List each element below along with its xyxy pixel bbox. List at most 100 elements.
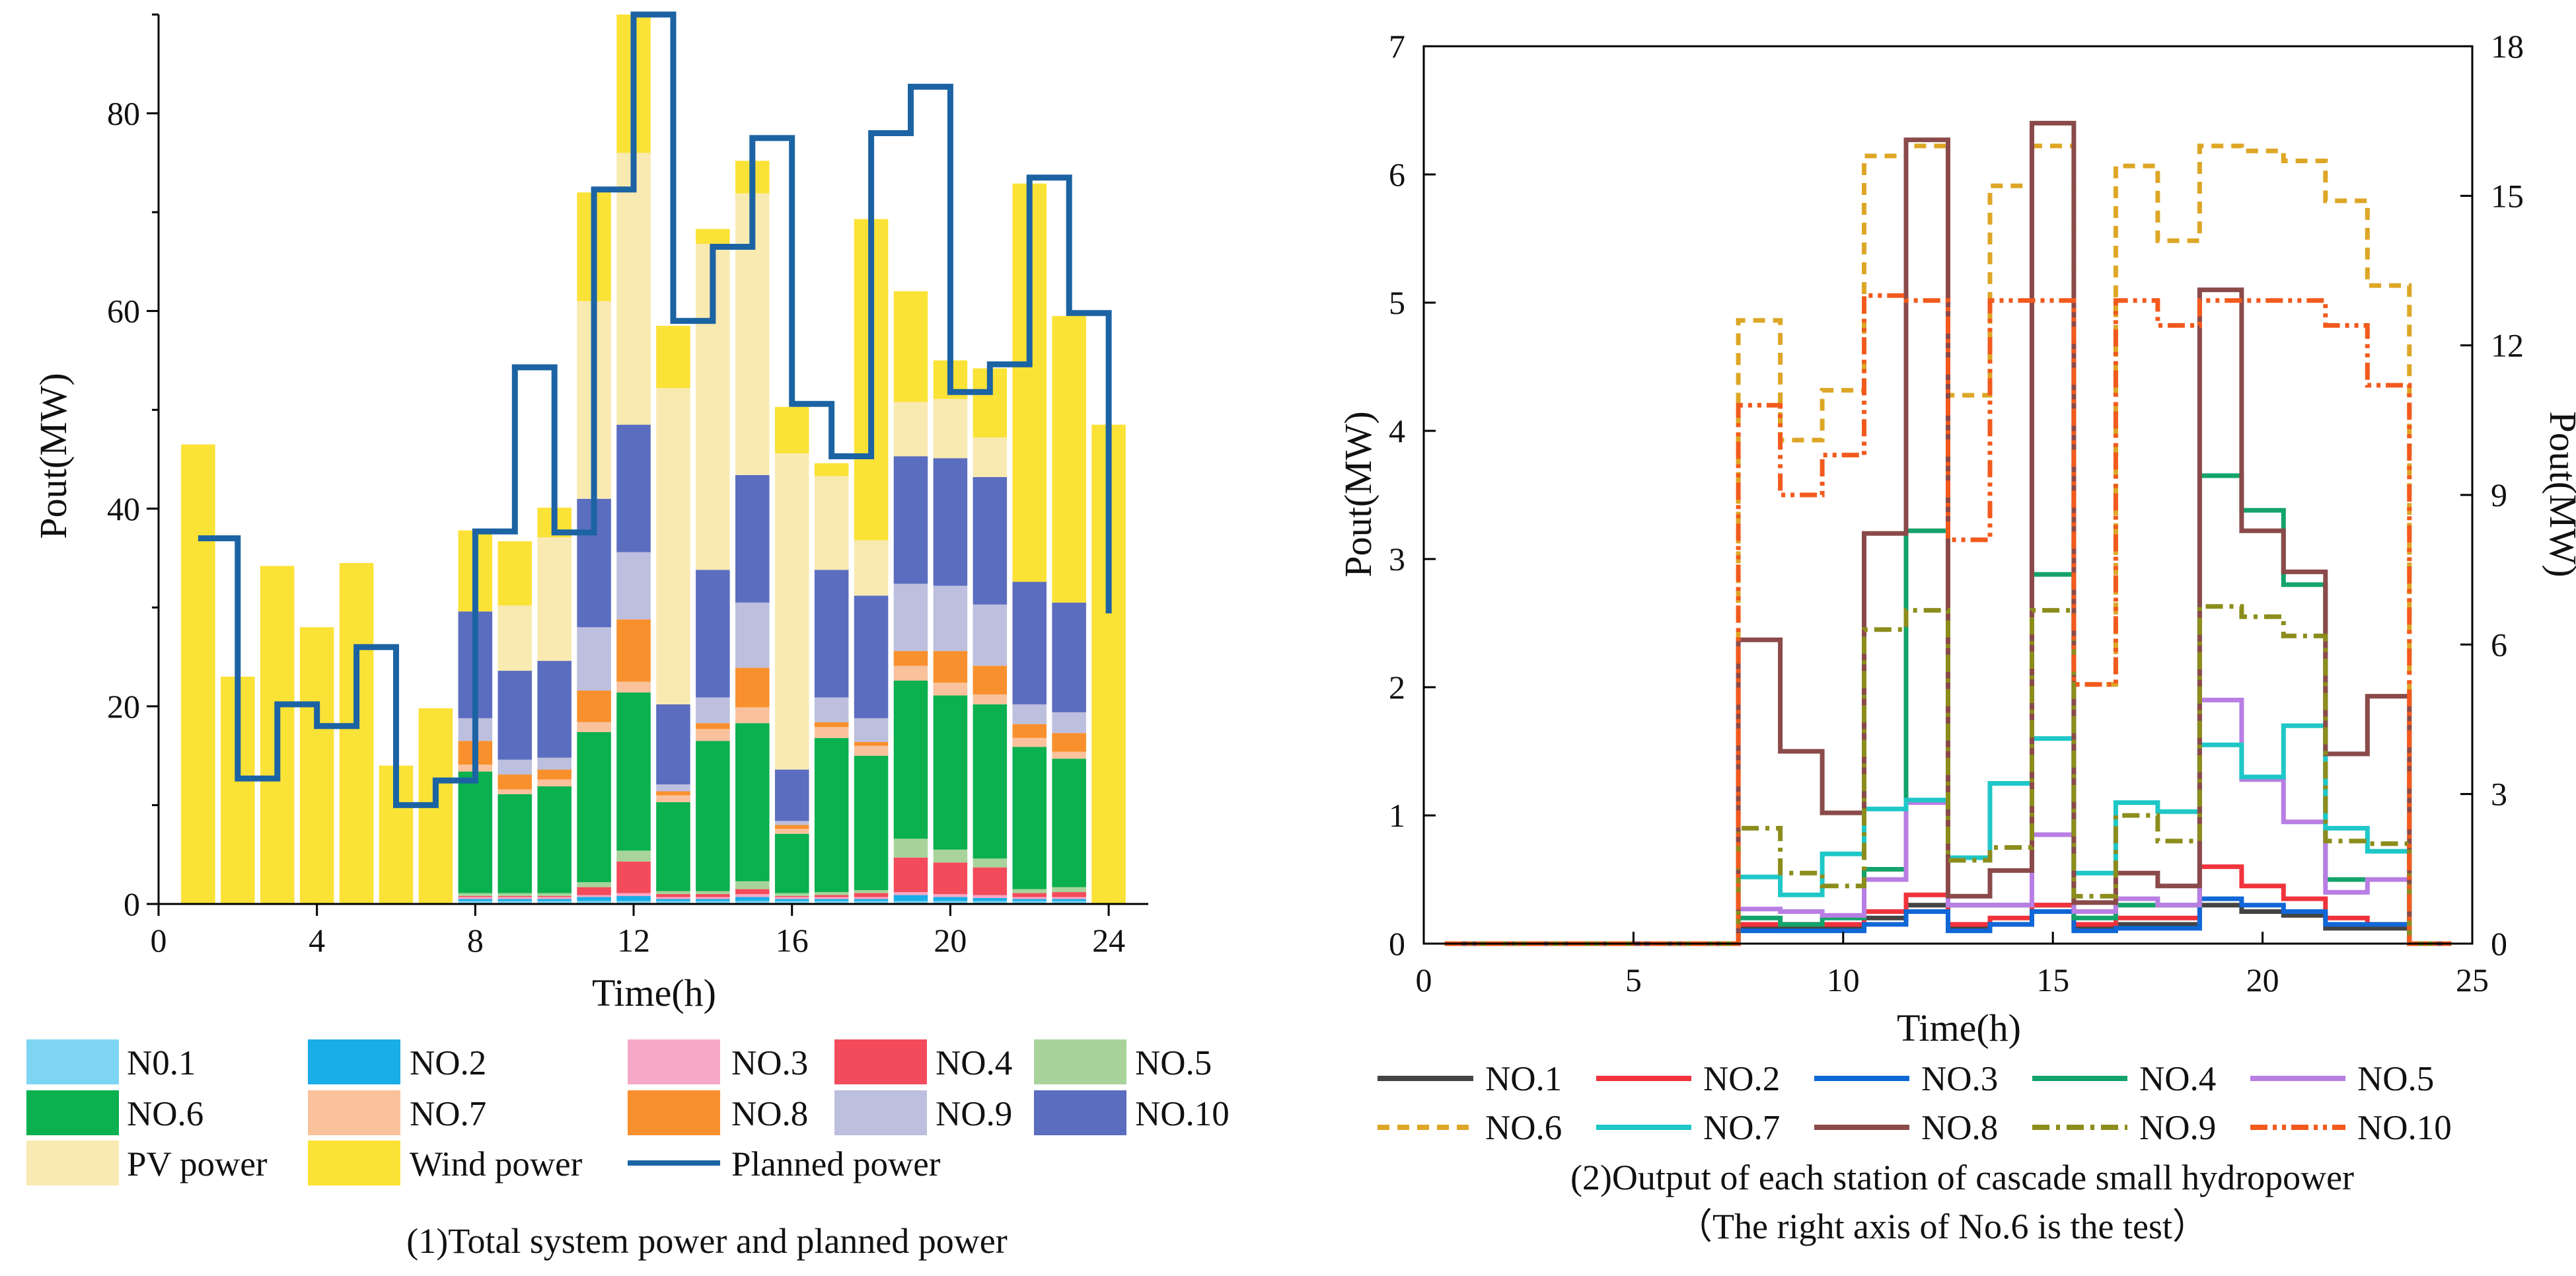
bar-segment-pv-power-t20	[933, 398, 968, 459]
bar-segment-pv-power-t17	[814, 476, 849, 570]
bar-segment-no-10-t20	[933, 458, 968, 586]
bar-segment-no-8-t14	[696, 723, 730, 730]
legend-swatch-wind-power	[308, 1141, 400, 1185]
bar-segment-no-9-t18	[854, 718, 889, 742]
right-x-tick-label: 10	[1827, 961, 1860, 998]
bar-segment-no-5-t15	[735, 881, 770, 889]
bar-segment-no-10-t19	[893, 456, 928, 584]
bar-segment-n0-1-t16	[774, 901, 809, 904]
right-x-tick-label: 0	[1416, 961, 1432, 998]
legend-label-r-no7: NO.7	[1703, 1109, 1780, 1147]
bar-segment-no-5-t17	[814, 892, 849, 895]
bar-segment-no-3-t10	[537, 897, 571, 899]
bar-segment-no-2-t22	[1012, 899, 1047, 901]
left-x-tick-label: 12	[617, 922, 650, 959]
bar-segment-no-7-t19	[893, 665, 928, 681]
bar-segment-no-7-t16	[774, 829, 809, 834]
bar-segment-no-4-t18	[854, 893, 889, 897]
bar-segment-n0-1-t17	[814, 901, 849, 904]
left-x-tick-label: 16	[776, 922, 809, 959]
bar-segment-no-3-t9	[497, 897, 533, 899]
bar-segment-no-5-t13	[656, 891, 690, 895]
legend-label-r-no10: NO.10	[2357, 1109, 2452, 1147]
bar-segment-no-9-t16	[774, 821, 809, 825]
bar-segment-no-7-t18	[854, 745, 889, 756]
bar-segment-n0-1-t14	[696, 901, 730, 904]
bar-segment-wind-power-t5	[339, 563, 374, 904]
bar-segment-no-7-t12	[616, 681, 651, 693]
bar-segment-no-2-t23	[1052, 899, 1086, 901]
bar-segment-no-8-t18	[854, 741, 889, 746]
right-y-tick-label: 1	[1389, 797, 1405, 834]
right-y-tick-label: 6	[1389, 156, 1405, 193]
bar-segment-no-2-t12	[616, 896, 651, 901]
bar-segment-no-4-t17	[814, 895, 849, 897]
left-y-tick-label: 80	[107, 95, 140, 132]
bar-segment-no-4-t22	[1012, 893, 1047, 897]
bar-segment-wind-power-t1	[181, 444, 215, 904]
right-x-tick-label: 5	[1625, 961, 1642, 998]
bar-segment-wind-power-t4	[299, 627, 334, 904]
right-x-tick-label: 20	[2246, 961, 2279, 998]
bar-segment-no-2-t8	[458, 899, 493, 901]
bar-segment-no-7-t14	[696, 729, 730, 741]
bar-segment-no-3-t22	[1012, 897, 1047, 899]
left-legend: N0.1 NO.2 NO.3 NO.4 NO.5 NO.6 NO.7 NO.8 …	[26, 1039, 1230, 1185]
left-x-tick-label: 24	[1092, 922, 1125, 959]
bar-segment-no-2-t14	[696, 899, 730, 901]
bar-segment-no-3-t14	[696, 897, 730, 899]
bar-segment-no-8-t10	[537, 769, 571, 780]
left-planned-line	[198, 11, 1112, 808]
bar-segment-no-5-t16	[774, 893, 809, 897]
bar-segment-no-8-t19	[893, 651, 928, 666]
bar-segment-no-2-t17	[814, 899, 849, 901]
bar-segment-wind-power-t16	[774, 406, 809, 454]
left-caption: (1)Total system power and planned power	[406, 1221, 1007, 1261]
left-x-tick-label: 20	[934, 922, 967, 959]
bar-segment-no-5-t18	[854, 890, 889, 893]
legend-label-no2: NO.2	[410, 1044, 486, 1082]
bar-segment-no-3-t21	[973, 895, 1008, 899]
bar-segment-no-6-t11	[577, 732, 611, 883]
legend-label-r-no3: NO.3	[1921, 1060, 1998, 1098]
bar-segment-no-2-t20	[933, 897, 968, 901]
bar-segment-no-9-t19	[893, 583, 928, 652]
bar-segment-no-7-t22	[1012, 737, 1047, 747]
left-x-axis-label: Time(h)	[592, 971, 716, 1014]
bar-segment-no-7-t17	[814, 727, 849, 738]
bar-segment-no-4-t11	[577, 887, 611, 895]
bar-segment-no-7-t21	[973, 694, 1008, 704]
bar-segment-no-10-t10	[537, 661, 571, 758]
right-y2-tick-label: 3	[2491, 776, 2507, 813]
bar-segment-no-9-t12	[616, 552, 651, 620]
bar-segment-n0-1-t10	[537, 901, 571, 904]
bar-segment-no-6-t21	[973, 704, 1008, 859]
bar-segment-no-5-t9	[497, 893, 533, 897]
legend-label-r-no8: NO.8	[1921, 1109, 1998, 1147]
legend-swatch-no5	[1034, 1039, 1126, 1084]
legend-label-no5: NO.5	[1135, 1044, 1212, 1082]
legend-label-r-no9: NO.9	[2139, 1109, 2216, 1147]
bar-segment-no-4-t15	[735, 889, 770, 895]
bar-segment-no-5-t10	[537, 893, 571, 897]
bar-segment-no-4-t23	[1052, 892, 1086, 897]
legend-swatch-no7	[308, 1090, 400, 1135]
legend-label-no1: N0.1	[127, 1044, 196, 1082]
bar-segment-no-3-t23	[1052, 897, 1086, 899]
left-y-axis-label: Pout(MW)	[32, 373, 75, 539]
bar-segment-no-9-t15	[735, 602, 770, 668]
bar-segment-no-9-t11	[577, 627, 611, 691]
right-y-tick-label: 3	[1389, 541, 1405, 578]
bar-segment-no-6-t23	[1052, 759, 1086, 887]
bar-segment-no-10-t16	[774, 769, 809, 821]
bar-segment-no-8-t13	[656, 791, 690, 796]
bar-segment-no-8-t22	[1012, 724, 1047, 738]
legend-label-r-no1: NO.1	[1485, 1060, 1562, 1098]
legend-label-no8: NO.8	[731, 1095, 808, 1133]
bar-segment-no-5-t8	[458, 893, 493, 897]
bar-segment-n0-1-t21	[973, 901, 1008, 904]
right-caption-note: （The right axis of No.6 is the test）	[1677, 1207, 2208, 1246]
bar-segment-no-5-t20	[933, 849, 968, 863]
bar-segment-no-4-t10	[537, 896, 571, 897]
